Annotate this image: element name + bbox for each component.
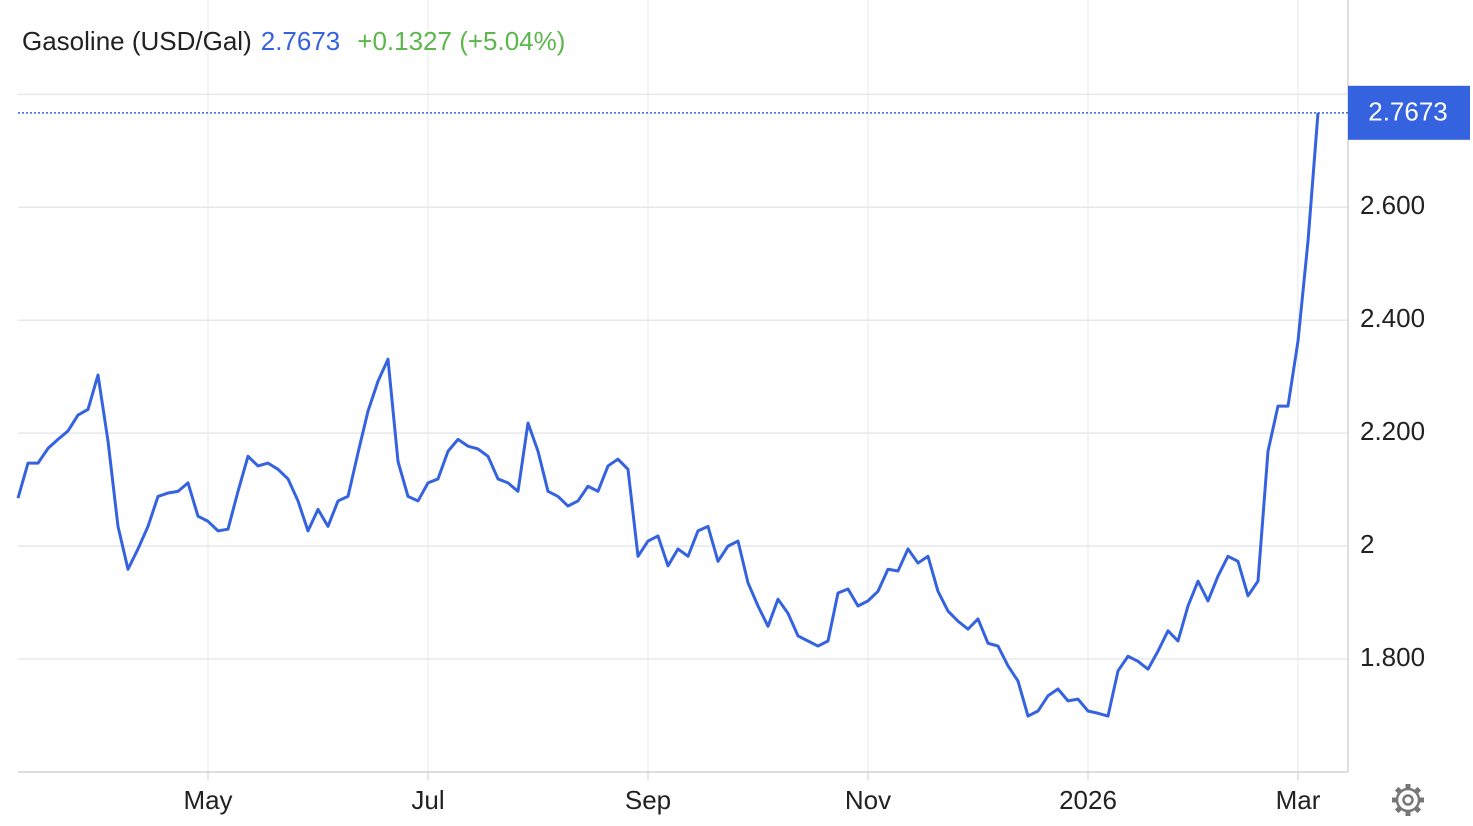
x-tick-label: Jul <box>411 785 444 815</box>
y-tick-label: 2.200 <box>1360 416 1425 446</box>
header-change: +0.1327 (+5.04%) <box>357 26 565 56</box>
y-tick-label: 2.600 <box>1360 190 1425 220</box>
header-price: 2.7673 <box>261 26 341 56</box>
y-tick-label: 2 <box>1360 529 1374 559</box>
x-tick-label: Sep <box>625 785 671 815</box>
header-cover <box>1350 0 1473 86</box>
gear-hub <box>1402 794 1414 806</box>
settings-button[interactable] <box>1392 784 1424 816</box>
x-tick-label: Mar <box>1276 785 1321 815</box>
series-name: Gasoline (USD/Gal) <box>22 26 252 56</box>
last-price-label: 2.7673 <box>1368 97 1448 127</box>
x-tick-label: Nov <box>845 785 891 815</box>
last-price-badge <box>1348 85 1470 140</box>
gear-ring <box>1395 787 1421 813</box>
x-tick-label: May <box>183 785 232 815</box>
y-tick-label: 1.800 <box>1360 642 1425 672</box>
x-tick-label: 2026 <box>1059 785 1117 815</box>
y-tick-label: 2.400 <box>1360 303 1425 333</box>
price-line <box>16 112 1320 718</box>
gear-teeth <box>1392 784 1424 816</box>
